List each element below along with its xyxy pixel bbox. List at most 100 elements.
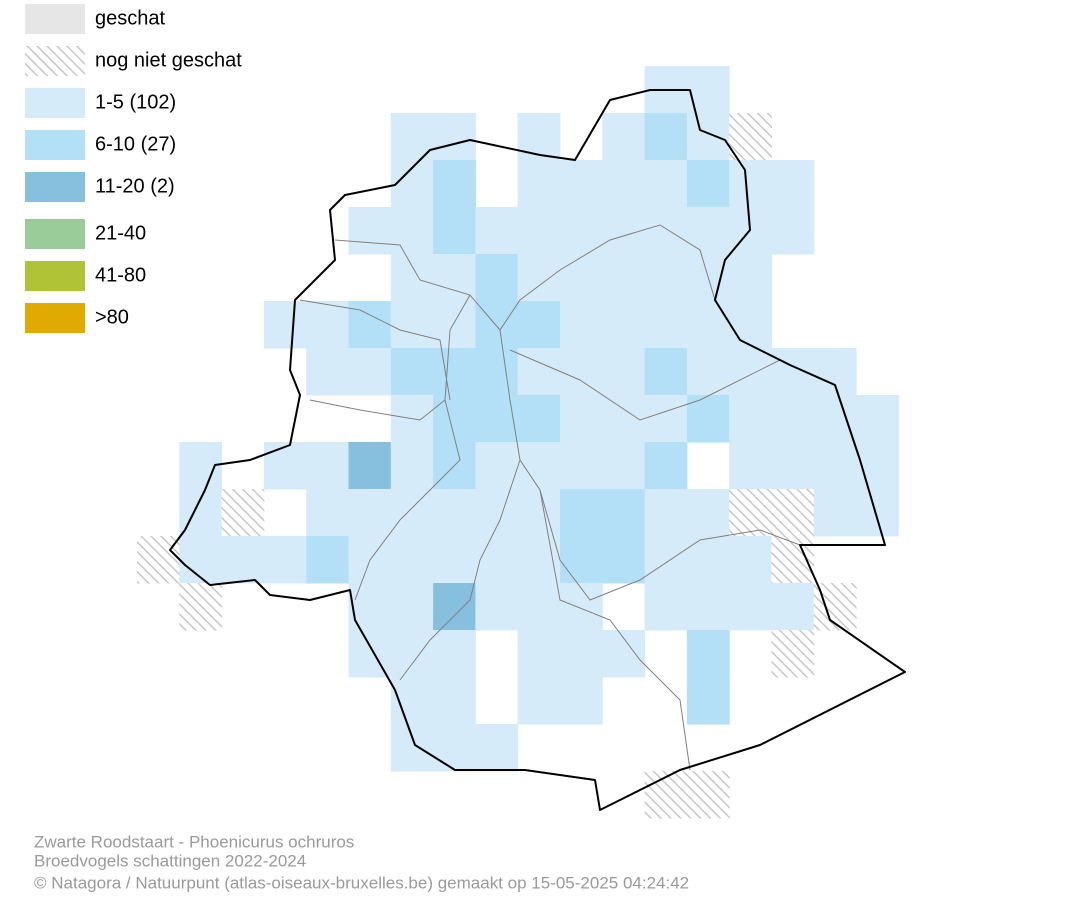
- grid-cell: [221, 536, 265, 584]
- legend-swatch: [25, 4, 85, 34]
- legend: geschat nog niet geschat 1-5 (102) 6-10 (27…: [25, 4, 242, 333]
- grid-cell: [475, 348, 519, 396]
- grid-cell: [263, 442, 307, 490]
- grid-cell: [686, 160, 730, 208]
- grid-cell: [475, 724, 519, 772]
- grid-cell: [390, 348, 434, 396]
- grid-cell: [644, 395, 688, 443]
- grid-cell: [390, 207, 434, 255]
- grid-cell: [560, 348, 603, 396]
- grid-cell: [771, 348, 815, 396]
- grid-cell: [560, 677, 603, 725]
- legend-label: 11-20 (2): [95, 175, 175, 197]
- grid-cell: [729, 442, 772, 490]
- grid-cell: [475, 489, 519, 537]
- grid-cell: [560, 583, 603, 631]
- grid-cell: [644, 160, 688, 208]
- grid-cell: [517, 536, 561, 584]
- grid-cell: [729, 536, 772, 584]
- grid-cell: [771, 536, 815, 584]
- grid-cell: [517, 583, 561, 631]
- grid-cell: [560, 630, 603, 678]
- grid-cell: [306, 536, 349, 584]
- grid-cell: [602, 301, 646, 349]
- grid-cell: [390, 583, 434, 631]
- grid-cell: [644, 489, 688, 537]
- grid-cell: [644, 442, 688, 490]
- grid-cell: [602, 254, 646, 302]
- legend-label: geschat: [95, 7, 165, 29]
- grid-cell: [856, 489, 899, 537]
- grid-cell: [771, 207, 815, 255]
- legend-swatch: [25, 88, 85, 118]
- grid-cell: [390, 677, 434, 725]
- grid-cell: [348, 301, 392, 349]
- grid-cell: [390, 442, 434, 490]
- grid-cell: [686, 630, 730, 678]
- grid-cell: [813, 489, 857, 537]
- grid-cell: [686, 348, 730, 396]
- grid-cell: [729, 583, 772, 631]
- grid-cell: [390, 536, 434, 584]
- grid-cell: [686, 395, 730, 443]
- grid-cell: [771, 489, 815, 537]
- grid-cell: [137, 536, 180, 584]
- grid-cell: [771, 630, 815, 678]
- grid-cell: [686, 301, 730, 349]
- legend-label: 6-10 (27): [95, 133, 176, 155]
- grid-cell: [644, 113, 688, 161]
- grid-cell: [856, 395, 899, 443]
- grid-cell: [306, 348, 349, 396]
- grid-cell: [221, 489, 265, 537]
- grid-cell: [686, 583, 730, 631]
- grid-cell: [771, 442, 815, 490]
- grid-cell: [517, 160, 561, 208]
- legend-swatch: [25, 130, 85, 160]
- legend-swatch: [25, 46, 85, 76]
- grid-cell: [517, 489, 561, 537]
- grid-cell: [348, 442, 392, 490]
- municipal-borders: [299, 224, 801, 771]
- legend-label: 21-40: [95, 222, 146, 244]
- grid-cell: [517, 301, 561, 349]
- grid-cell: [306, 489, 349, 537]
- grid-cell: [390, 724, 434, 772]
- grid-cell: [644, 301, 688, 349]
- grid-cell: [560, 254, 603, 302]
- grid-cell: [729, 395, 772, 443]
- grid-cell: [729, 113, 772, 161]
- grid-cell: [686, 113, 730, 161]
- legend-swatch: [25, 261, 85, 291]
- grid-cell: [813, 442, 857, 490]
- grid-cell: [306, 442, 349, 490]
- grid-cell: [560, 395, 603, 443]
- legend-label: nog niet geschat: [95, 49, 242, 71]
- grid-cell: [390, 630, 434, 678]
- grid-cell: [644, 254, 688, 302]
- grid-cell: [602, 630, 646, 678]
- grid-cell: [517, 442, 561, 490]
- grid-cell: [602, 536, 646, 584]
- legend-swatch: [25, 172, 85, 202]
- grid-cell: [433, 113, 476, 161]
- grid-cell: [729, 160, 772, 208]
- grid-cell: [771, 160, 815, 208]
- grid-cell: [179, 536, 223, 584]
- grid-cell: [560, 442, 603, 490]
- grid-cell: [602, 207, 646, 255]
- region-outline: [169, 89, 906, 811]
- grid-cell: [263, 536, 307, 584]
- grid-cell: [475, 254, 519, 302]
- grid-cell: [263, 301, 307, 349]
- grid-cell: [475, 395, 519, 443]
- grid-cell: [433, 536, 476, 584]
- grid-cell: [560, 301, 603, 349]
- legend-swatch: [25, 219, 85, 249]
- grid-cell: [433, 207, 476, 255]
- grid-cell: [348, 207, 392, 255]
- grid-cell: [433, 160, 476, 208]
- legend-label: 1-5 (102): [95, 91, 176, 113]
- grid-cell: [644, 207, 688, 255]
- grid-cell: [602, 160, 646, 208]
